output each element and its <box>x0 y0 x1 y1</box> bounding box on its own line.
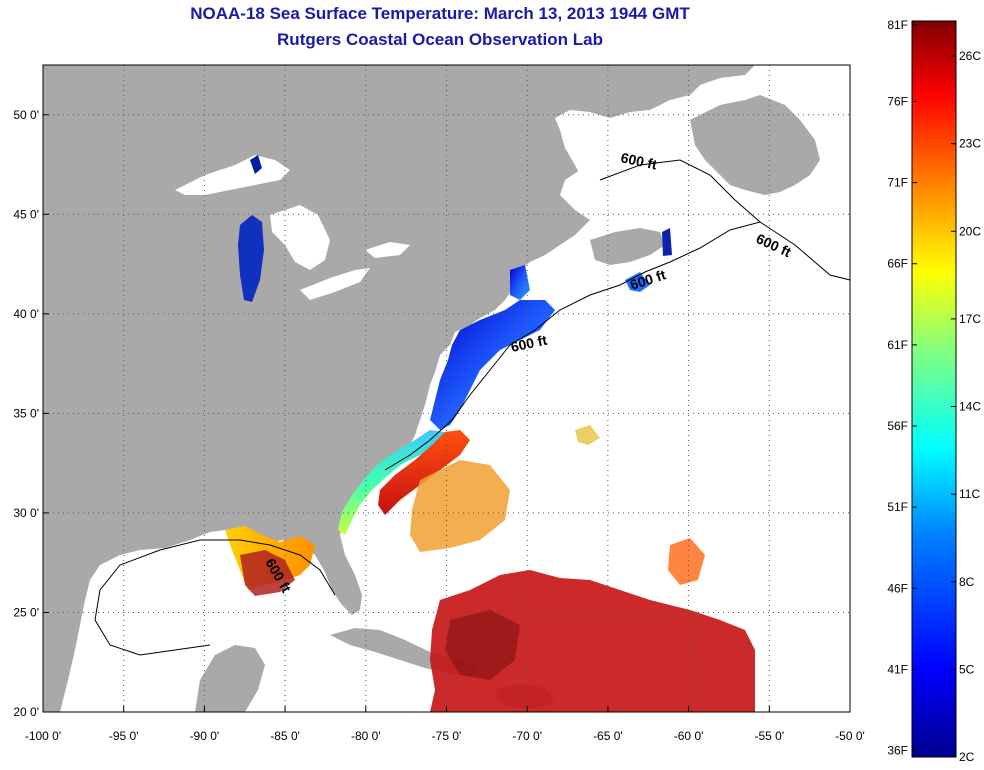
colorbar-f-label: 76F <box>887 94 908 108</box>
lake-huron <box>270 205 330 270</box>
lake-michigan <box>238 215 264 302</box>
sst-southeast-shelf <box>338 430 445 535</box>
colorbar-c-label: 8C <box>959 575 975 589</box>
y-tick-label: 20 0' <box>13 705 39 719</box>
colorbar-f-label: 51F <box>887 500 908 514</box>
isobath-line-gulf <box>94 539 336 656</box>
colorbar-f-label: 66F <box>887 257 908 271</box>
colorbar-f-label: 46F <box>887 581 908 595</box>
x-tick-label: -75 0' <box>432 729 462 743</box>
x-tick-label: -50 0' <box>835 729 865 743</box>
x-tick-label: -100 0' <box>25 729 61 743</box>
isobath-600ft <box>94 159 851 656</box>
colorbar-labels: 81F 76F 71F 66F 61F 56F 51F 46F 41F 36F 26C 23C 20C 1… <box>887 18 981 764</box>
isobath-line-north <box>599 159 761 223</box>
sst-mid-atlantic-bight <box>430 300 555 430</box>
chart-title: NOAA-18 Sea Surface Temperature: March 1… <box>190 4 690 23</box>
sst-caribbean-warm <box>430 570 755 712</box>
sst-gulf-loop <box>240 550 295 596</box>
x-tick-label: -70 0' <box>512 729 542 743</box>
colorbar <box>911 20 957 758</box>
x-tick-label: -80 0' <box>351 729 381 743</box>
lake-ontario <box>365 242 410 258</box>
colorbar-f-label: 56F <box>887 419 908 433</box>
colorbar-f-label: 36F <box>887 744 908 758</box>
colorbar-c-label: 20C <box>959 224 981 238</box>
colorbar-c-label: 17C <box>959 312 981 326</box>
lake-erie <box>300 268 370 300</box>
x-tick-label: -60 0' <box>674 729 704 743</box>
y-tick-label: 25 0' <box>13 605 39 619</box>
x-tick-label: -95 0' <box>109 729 139 743</box>
sst-gulf-stream <box>378 430 470 515</box>
maritimes-land <box>590 228 665 265</box>
x-tick-label: -90 0' <box>190 729 220 743</box>
x-tick-label: -65 0' <box>593 729 623 743</box>
colorbar-c-label: 23C <box>959 137 981 151</box>
map-content <box>43 65 820 712</box>
sst-caribbean-deep <box>445 610 520 680</box>
sst-sargasso-orange <box>410 460 510 552</box>
yucatan-land <box>195 645 265 712</box>
colorbar-c-label: 2C <box>959 750 975 764</box>
colorbar-c-label: 5C <box>959 662 975 676</box>
sst-east-patch <box>668 538 705 585</box>
lake-nipigon <box>250 155 262 174</box>
sst-nova-scotia-cold <box>625 272 650 292</box>
newfoundland-land <box>690 95 820 195</box>
sst-swaths <box>225 228 755 712</box>
sst-cabot-cold <box>662 228 672 256</box>
sst-gulf-maine-cold <box>510 265 530 300</box>
y-tick-label: 30 0' <box>13 506 39 520</box>
colorbar-c-label: 14C <box>959 400 981 414</box>
chart-subtitle: Rutgers Coastal Ocean Observation Lab <box>277 30 603 49</box>
gulf-st-lawrence <box>560 125 700 222</box>
x-tick-label: -55 0' <box>754 729 784 743</box>
y-tick-label: 45 0' <box>13 207 39 221</box>
colorbar-c-label: 11C <box>959 487 980 501</box>
colorbar-c-label: 26C <box>959 49 981 63</box>
lake-superior <box>175 155 290 195</box>
colorbar-f-label: 41F <box>887 662 908 676</box>
contour-label: 600 ft <box>509 332 548 355</box>
colorbar-f-label: 81F <box>887 18 908 32</box>
axes: -100 0' -95 0' -90 0' -85 0' -80 0' -75 0' -70… <box>13 108 864 743</box>
sst-bermuda-patch <box>575 425 600 445</box>
north-america-land <box>43 65 755 712</box>
y-tick-label: 40 0' <box>13 307 39 321</box>
contour-label: 600 ft <box>619 149 658 172</box>
colorbar-f-label: 71F <box>887 176 908 190</box>
y-tick-label: 50 0' <box>13 108 39 122</box>
x-tick-label: -85 0' <box>270 729 300 743</box>
colorbar-f-label: 61F <box>887 338 908 352</box>
y-tick-label: 35 0' <box>13 406 39 420</box>
